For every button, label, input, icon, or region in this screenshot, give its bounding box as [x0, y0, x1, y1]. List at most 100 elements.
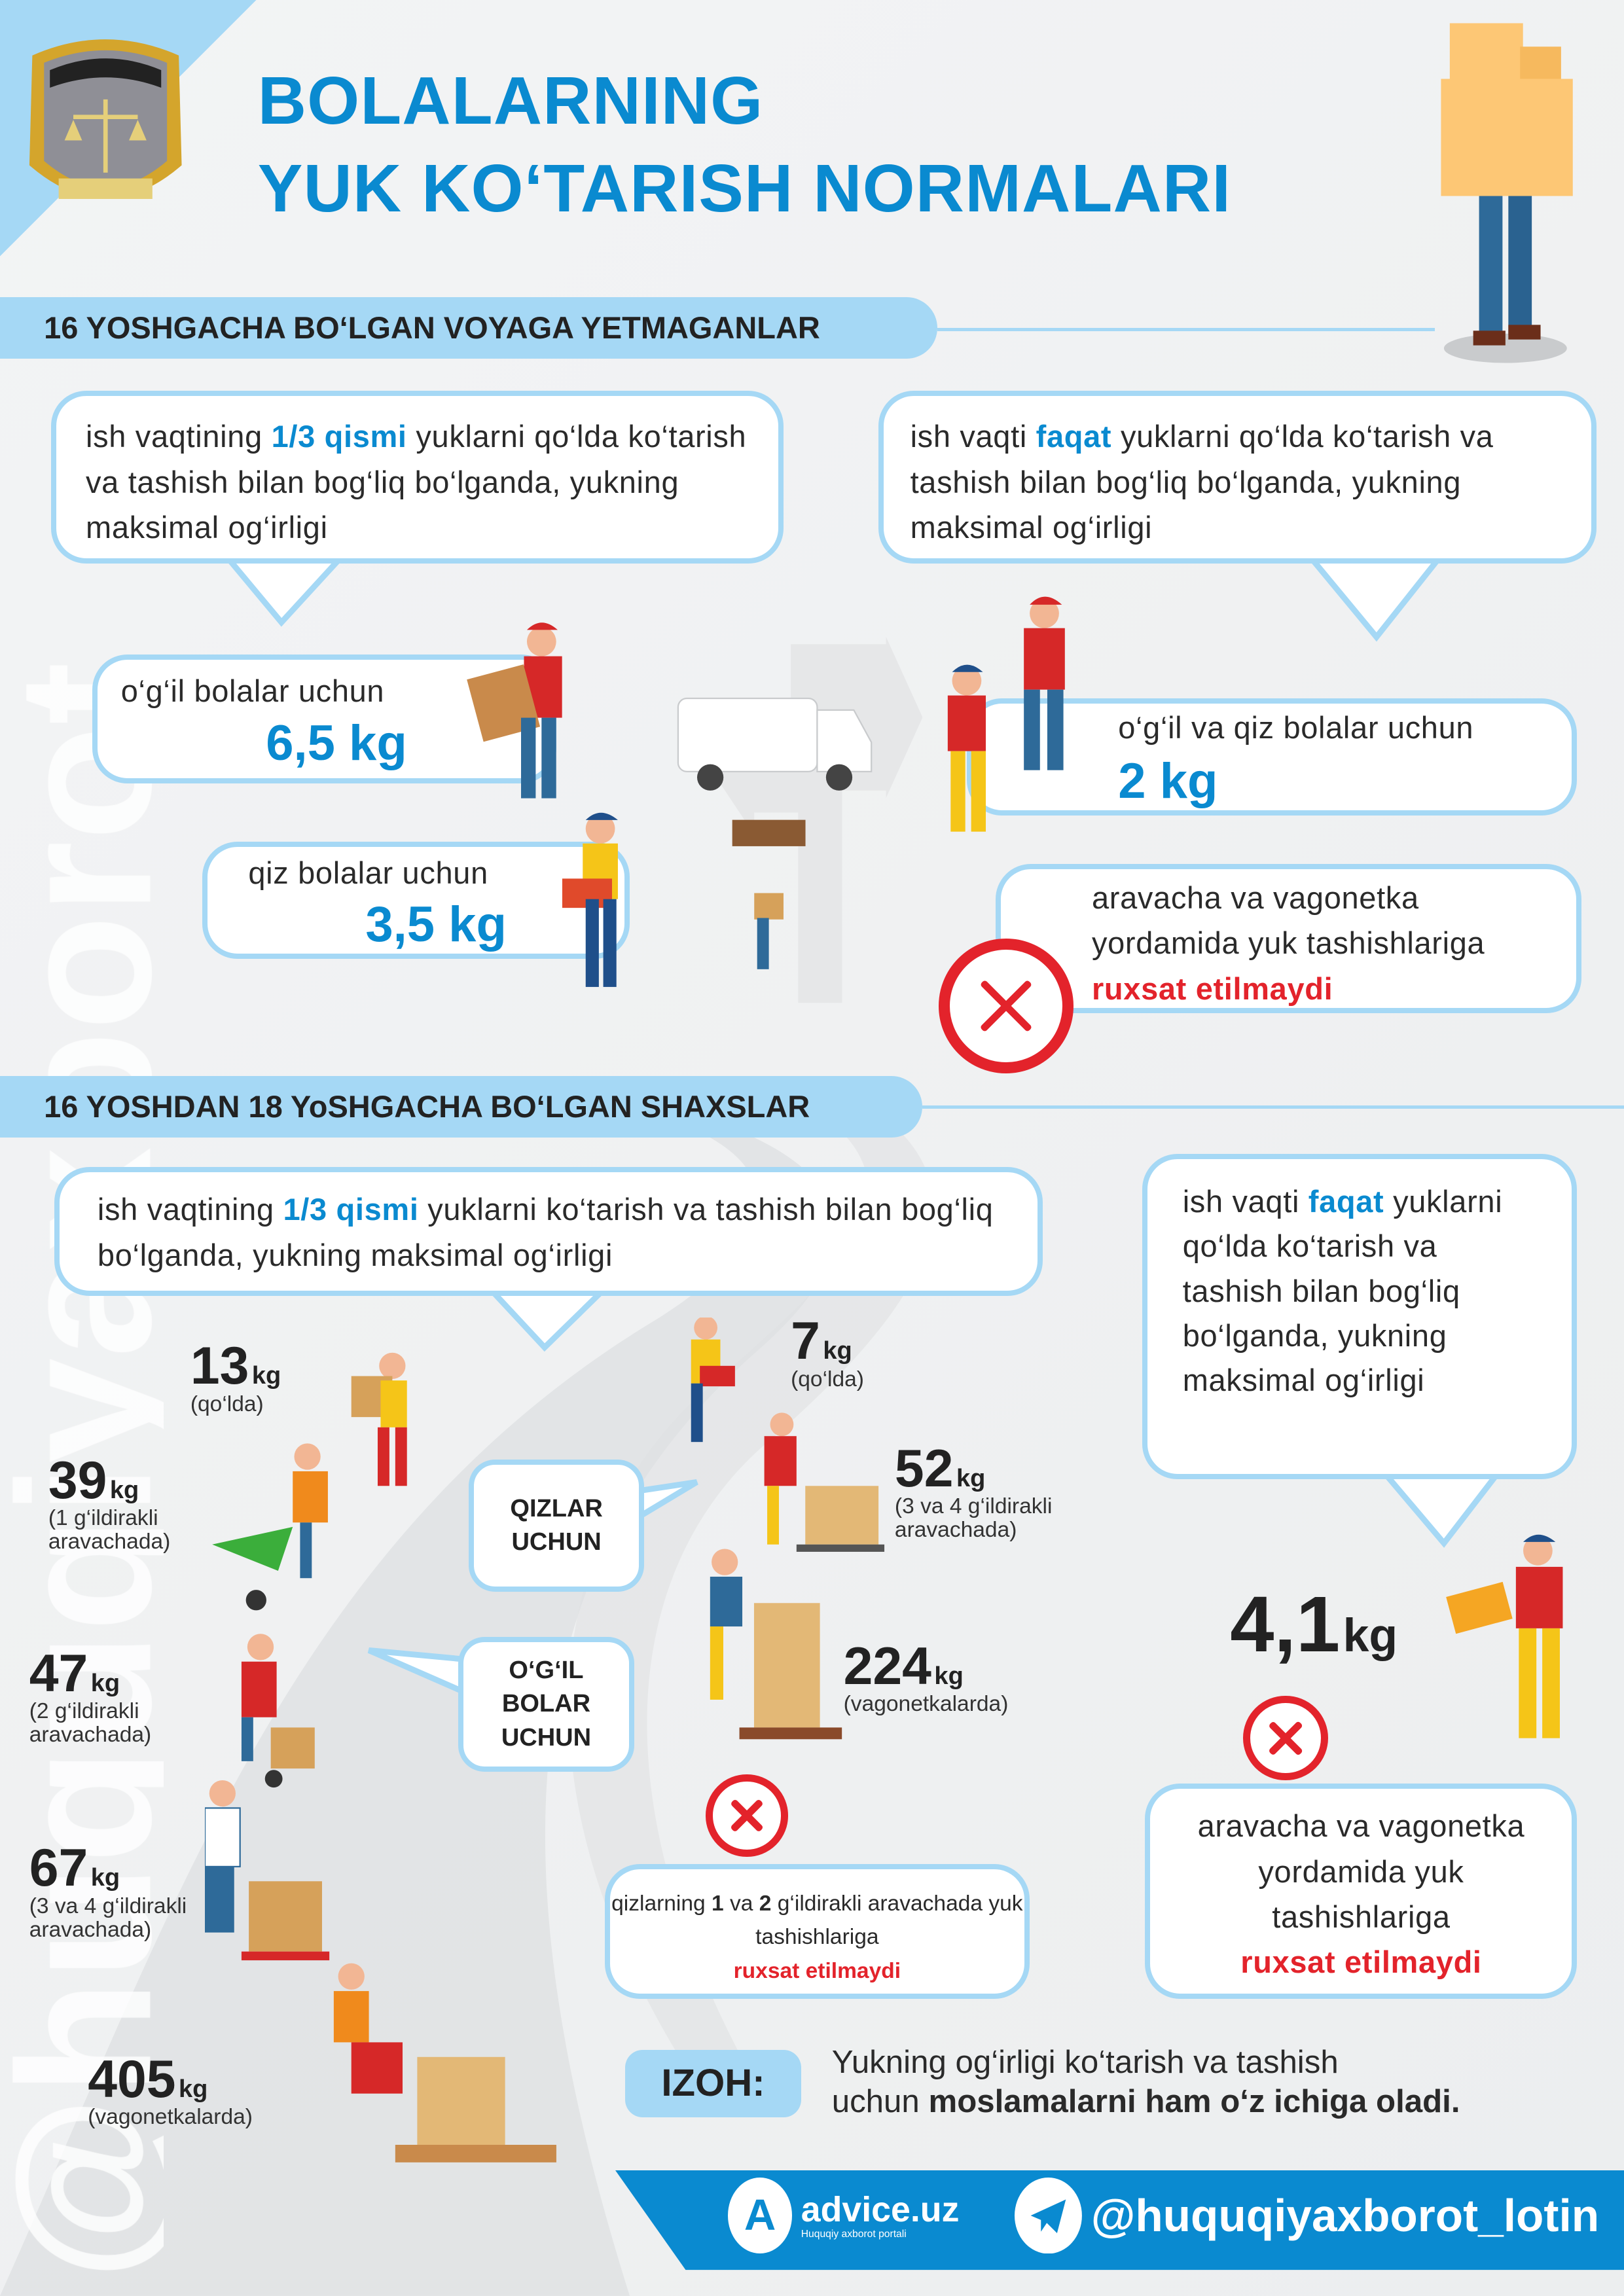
bubble-tail: [1304, 550, 1447, 642]
boy-carrying-box-illustration: [467, 622, 563, 798]
text: va: [723, 1891, 759, 1916]
section2-bubble-left: ish vaqtining 1/3 qismi yuklarni ko‘tari…: [54, 1167, 1043, 1296]
boys-label: O‘G‘IL BOLAR UCHUN: [501, 1656, 592, 1751]
boys-norm-405: 405 kg (vagonetkalarda): [88, 2053, 253, 2129]
highlight: 1/3 qismi: [271, 419, 407, 454]
bubble-tail: [367, 1647, 464, 1695]
text: yuklarni qo‘lda ko‘tarish va tashish bil…: [910, 419, 1494, 545]
worker-pallet-truck: [334, 1964, 557, 2163]
note: (vagonetkalarda): [88, 2105, 253, 2130]
watermark: [0, 585, 164, 2287]
girl-pallet-truck: [710, 1549, 842, 1740]
text: yuklarni qo‘lda ko‘tarish va tashish bil…: [1182, 1184, 1503, 1398]
prohibited-icon: [706, 1774, 788, 1857]
section1-bubble-left: ish vaqtining 1/3 qismi yuklarni qo‘lda …: [51, 391, 784, 564]
value: 405: [88, 2049, 176, 2109]
right-prohibited-box: aravacha va vagonetka yordamida yuk tash…: [1145, 1783, 1578, 1999]
bubble-tail: [638, 1479, 699, 1520]
telegram-icon: [1015, 2177, 1083, 2254]
boys-norm-39: 39 kg (1 g‘ildirakli aravachada): [48, 1454, 213, 1554]
text: 2: [759, 1891, 772, 1916]
note: (1 g‘ildirakli aravachada): [48, 1506, 171, 1554]
girls-prohibited-box: qizlarning 1 va 2 g‘ildirakli aravachada…: [604, 1863, 1030, 1999]
section-divider: [922, 1105, 1624, 1109]
highlight: 1/3 qismi: [283, 1192, 419, 1227]
value: 224: [843, 1636, 931, 1696]
highlight: faqat: [1036, 419, 1112, 454]
girls-norm-box: qiz bolalar uchun 3,5 kg: [202, 842, 630, 960]
note: (3 va 4 g‘ildirakli aravachada): [894, 1494, 1053, 1542]
text: yuklarni qo‘lda ko‘tarish va tashish bil…: [86, 419, 747, 545]
note: (vagonetkalarda): [843, 1692, 1009, 1717]
prohibited-text: aravacha va vagonetka yordamida yuk tash…: [1091, 880, 1485, 961]
worker-wheelbarrow: [212, 1443, 329, 1611]
advice-logo-icon: A: [727, 2177, 793, 2254]
girls-norm-52: 52 kg (3 va 4 g‘ildirakli aravachada): [894, 1442, 1059, 1542]
girls-label: QIZLAR UCHUN: [510, 1494, 603, 1556]
girl-hand-carry: [691, 1318, 736, 1443]
road-shape: [0, 1113, 835, 2296]
note-line-1: Yukning og‘irligi ko‘tarish va tashish: [831, 2043, 1339, 2080]
text: yuklarni ko‘tarish va tashish bilan bog‘…: [97, 1192, 994, 1272]
ministry-logo: [29, 39, 182, 200]
title-line-2: YUK KO‘TARISH NORMALARI: [257, 151, 1232, 226]
telegram-handle: @huquqiyaxborot_lotin: [1091, 2189, 1600, 2241]
prohibited-icon: [939, 939, 1074, 1073]
text: ish vaqti: [1182, 1184, 1308, 1219]
boys-norm-box: o‘g‘il bolalar uchun 6,5 kg: [92, 655, 557, 783]
prohibited-icon: [1243, 1695, 1329, 1781]
text: g‘ildirakli aravachada yuk tashishlariga: [755, 1891, 1023, 1950]
boys-label-bubble: O‘G‘IL BOLAR UCHUN: [458, 1637, 634, 1772]
advice-uz-link[interactable]: A advice.uz Huquqiy axborot portali: [727, 2177, 960, 2254]
section1-header: 16 YOSHGACHA BO‘LGAN VOYAGA YETMAGANLAR: [0, 297, 937, 359]
value: 47: [29, 1643, 88, 1703]
van-and-workers-illustration: [677, 637, 923, 1003]
worker-4wheel-cart: [205, 1780, 330, 1961]
section1-prohibited-box: aravacha va vagonetka yordamida yuk tash…: [996, 863, 1582, 1014]
prohibited-red-text: ruxsat etilmaydi: [1091, 971, 1333, 1006]
value: 7: [791, 1312, 820, 1371]
text: ish vaqtining: [97, 1192, 283, 1227]
girls-norm-224: 224 kg (vagonetkalarda): [844, 1640, 1009, 1716]
title-line-1: BOLALARNING: [257, 62, 764, 138]
note-line-2: uchun: [831, 2083, 929, 2120]
unit: kg: [823, 1337, 852, 1365]
note: (3 va 4 g‘ildirakli aravachada): [29, 1893, 187, 1942]
girls-value: 3,5 kg: [365, 896, 507, 952]
prohibited-text: aravacha va vagonetka yordamida yuk tash…: [1197, 1808, 1525, 1934]
worker-holding-box-illustration: [1445, 1534, 1563, 1738]
text: 1: [712, 1891, 724, 1916]
footer-band: [615, 2170, 1624, 2270]
boys-norm-47: 47 kg (2 g‘ildirakli aravachada): [29, 1647, 194, 1747]
value: 52: [894, 1439, 954, 1498]
boys-label: o‘g‘il bolalar uchun: [120, 673, 385, 709]
girl-4wheel-cart: [764, 1412, 885, 1552]
site-subtitle: Huquqiy axborot portali: [801, 2228, 907, 2240]
right-norm-value: 4,1 kg: [1230, 1579, 1398, 1670]
unit: kg: [956, 1464, 986, 1492]
note-line-2-bold: moslamalarni ham o‘z ichiga oladi.: [928, 2083, 1460, 2120]
children-carrying-illustration: [947, 596, 1065, 832]
boys-norm-13: 13 kg (qo‘lda): [190, 1340, 281, 1416]
text: qizlarning: [611, 1891, 712, 1916]
prohibited-red-text: ruxsat etilmaydi: [1240, 1945, 1482, 1980]
note-label: IZOH:: [625, 2050, 801, 2117]
boys-norm-67: 67 kg (3 va 4 g‘ildirakli aravachada): [29, 1842, 188, 1941]
note: (qo‘lda): [190, 1391, 264, 1416]
both-value: 2 kg: [1118, 753, 1218, 809]
site-name: advice.uz: [801, 2189, 960, 2229]
note: (2 g‘ildirakli aravachada): [29, 1699, 152, 1748]
bubble-tail: [220, 550, 348, 627]
bubble-tail: [1377, 1465, 1505, 1549]
value: 13: [190, 1336, 249, 1396]
value: 67: [29, 1839, 88, 1898]
unit: kg: [1343, 1609, 1398, 1662]
prohibited-red-text: ruxsat etilmaydi: [733, 1958, 901, 1983]
telegram-link[interactable]: @huquqiyaxborot_lotin: [1015, 2177, 1600, 2254]
girl-carrying-box-illustration: [562, 812, 619, 987]
value: 4,1: [1230, 1579, 1341, 1668]
girls-norm-7: 7 kg (qo‘lda): [791, 1315, 864, 1391]
boys-value: 6,5 kg: [266, 715, 407, 771]
both-norm-box: o‘g‘il va qiz bolalar uchun 2 kg: [966, 698, 1578, 816]
